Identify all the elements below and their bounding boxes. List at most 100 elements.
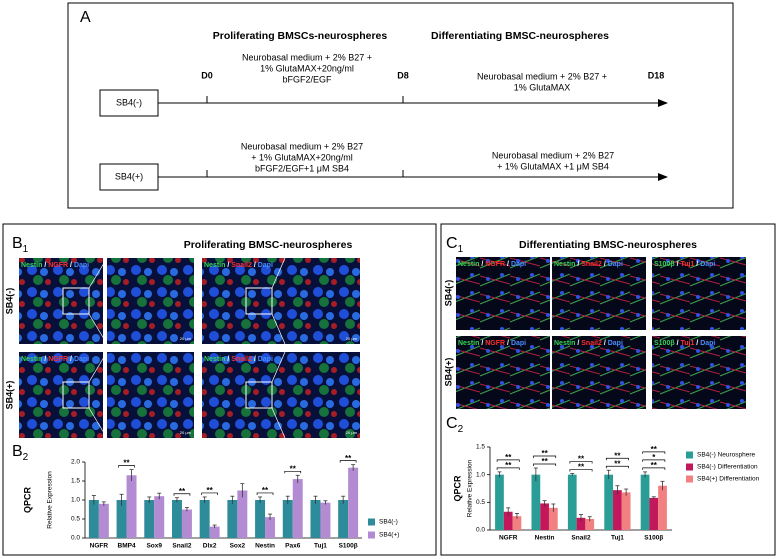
bar — [98, 503, 109, 538]
sig-bracket — [605, 465, 629, 469]
group-box — [99, 89, 159, 117]
stain-part: Dapi — [258, 356, 273, 363]
stain-part: Dapi — [258, 262, 273, 269]
stain-label: Nestin / Snail2 / Dapi — [554, 261, 623, 268]
sig-mark: * — [652, 453, 656, 462]
micrograph-zoom — [285, 352, 360, 438]
panel-label: A — [80, 9, 91, 26]
stain-label: Nestin / Snail2 / Dapi — [204, 262, 273, 269]
bar — [640, 474, 650, 530]
stain-part: Snail2 — [231, 262, 252, 269]
sig-mark: ** — [207, 486, 214, 495]
row-label: SB4(+) — [4, 381, 14, 410]
stain-part: Nestin — [458, 261, 479, 268]
x-tick-label: NGFR — [90, 543, 109, 550]
sig-bracket — [642, 451, 666, 454]
sig-mark: ** — [505, 461, 512, 470]
bar — [144, 500, 155, 538]
stain-part: Dapi — [511, 261, 526, 268]
sig-mark: ** — [345, 454, 352, 463]
medium: Neurobasal medium + 2% B27 + — [477, 71, 607, 81]
panel-subscript: 2 — [458, 424, 464, 435]
panel-c-frame — [440, 223, 776, 556]
zoom-line — [88, 313, 108, 345]
arrow-head — [658, 99, 668, 107]
bar — [171, 500, 182, 538]
group-name: SB4(+) — [115, 171, 143, 181]
bar — [658, 485, 667, 530]
stain-part: / — [694, 340, 700, 347]
bar — [255, 500, 266, 538]
bar — [613, 490, 622, 530]
stain-label: Nestin / Snail2 / Dapi — [204, 356, 273, 363]
legend-swatch — [368, 531, 375, 539]
header: Proliferating BMSCs-neurospheres — [213, 30, 388, 42]
stain-label: Nestin / NGFR / Dapi — [21, 356, 89, 363]
bar — [227, 500, 238, 538]
medium: Neurobasal medium + 2% B27 — [241, 141, 363, 151]
micrograph — [552, 336, 646, 409]
day: D8 — [397, 70, 409, 80]
x-tick-label: Tuj1 — [314, 543, 327, 550]
panel-subscript: 1 — [458, 244, 464, 255]
zoom-line — [271, 313, 286, 345]
sig-mark: ** — [651, 461, 658, 470]
stain-part: / — [225, 356, 231, 363]
x-tick-label: Sox9 — [146, 543, 162, 550]
sig-mark: ** — [262, 486, 269, 495]
zoom-line — [88, 257, 108, 289]
y-tick-label: 0.0 — [71, 535, 80, 542]
stain-part: Dapi — [608, 261, 623, 268]
bar — [237, 490, 248, 538]
bar — [282, 500, 293, 538]
day: D18 — [648, 70, 665, 80]
micrograph — [652, 257, 746, 330]
panel-letter: C — [446, 415, 458, 432]
sig-mark: ** — [614, 451, 621, 460]
stain-part: Dapi — [608, 340, 623, 347]
sig-mark: ** — [505, 453, 512, 462]
micrograph — [19, 352, 103, 438]
sig-bracket — [605, 457, 629, 461]
stain-part: Dapi — [74, 262, 89, 269]
bar — [265, 517, 276, 538]
x-tick-label: S100β — [339, 543, 358, 550]
zoom-line — [271, 351, 286, 383]
stain-part: Tuj1 — [680, 340, 694, 347]
legend-label: SB4(-) Differentiation — [697, 464, 758, 471]
y-tick-label: 0.5 — [476, 499, 485, 506]
y-tick-label: 0.0 — [476, 527, 485, 534]
stain-part: Dapi — [700, 340, 715, 347]
bar — [540, 503, 549, 530]
sig-mark: ** — [578, 455, 585, 464]
x-tick-label: Snail2 — [571, 535, 591, 542]
legend-swatch — [686, 451, 693, 459]
medium: Neurobasal medium + 2% B27 + — [242, 52, 372, 62]
stain-part: / — [479, 340, 485, 347]
bar — [604, 474, 614, 530]
stain-part: Tuj1 — [680, 261, 694, 268]
bar — [181, 509, 192, 538]
stain-part: / — [252, 356, 258, 363]
stain-part: / — [694, 261, 700, 268]
group-box — [99, 163, 159, 191]
day: D0 — [201, 70, 213, 80]
sig-mark: ** — [541, 449, 548, 458]
bar — [495, 474, 504, 530]
legend-label: SB4(+) Differentiation — [697, 476, 760, 483]
bar — [621, 492, 631, 530]
stain-part: Nestin — [554, 261, 575, 268]
x-tick-label: Dlx2 — [203, 543, 217, 550]
panel-label: B1 — [12, 235, 29, 254]
sig-mark: ** — [541, 457, 548, 466]
legend-swatch — [686, 475, 693, 483]
stain-part: / — [602, 261, 608, 268]
sig-bracket — [496, 467, 520, 470]
stain-part: / — [252, 262, 258, 269]
bar — [567, 474, 577, 530]
stain-part: / — [479, 261, 485, 268]
sig-bracket — [533, 455, 557, 459]
sig-bracket — [201, 492, 218, 495]
zoom-box — [245, 287, 273, 315]
